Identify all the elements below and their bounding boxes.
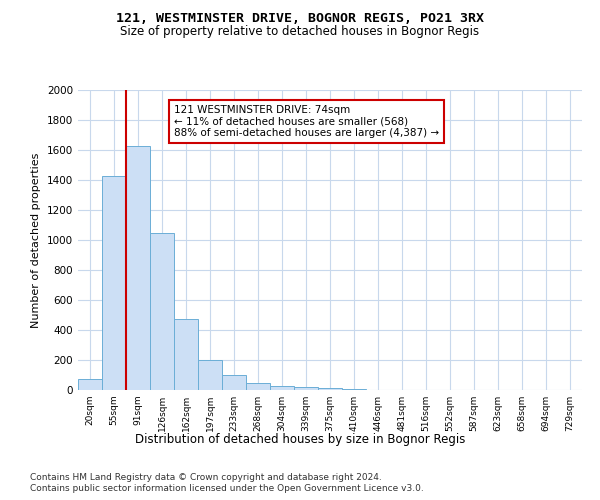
Text: Contains HM Land Registry data © Crown copyright and database right 2024.: Contains HM Land Registry data © Crown c… xyxy=(30,472,382,482)
Bar xyxy=(78,379,102,390)
Bar xyxy=(270,386,294,390)
Bar xyxy=(150,232,174,390)
Bar xyxy=(342,389,366,390)
Text: Contains public sector information licensed under the Open Government Licence v3: Contains public sector information licen… xyxy=(30,484,424,493)
Bar xyxy=(174,319,198,390)
Text: 121 WESTMINSTER DRIVE: 74sqm
← 11% of detached houses are smaller (568)
88% of s: 121 WESTMINSTER DRIVE: 74sqm ← 11% of de… xyxy=(174,105,439,138)
Bar xyxy=(198,360,222,390)
Bar xyxy=(318,388,342,390)
Text: Size of property relative to detached houses in Bognor Regis: Size of property relative to detached ho… xyxy=(121,25,479,38)
Text: 121, WESTMINSTER DRIVE, BOGNOR REGIS, PO21 3RX: 121, WESTMINSTER DRIVE, BOGNOR REGIS, PO… xyxy=(116,12,484,26)
Bar xyxy=(294,387,318,390)
Bar xyxy=(102,176,126,390)
Bar xyxy=(222,375,246,390)
Bar xyxy=(126,146,150,390)
Text: Distribution of detached houses by size in Bognor Regis: Distribution of detached houses by size … xyxy=(135,432,465,446)
Bar xyxy=(246,382,270,390)
Y-axis label: Number of detached properties: Number of detached properties xyxy=(31,152,41,328)
